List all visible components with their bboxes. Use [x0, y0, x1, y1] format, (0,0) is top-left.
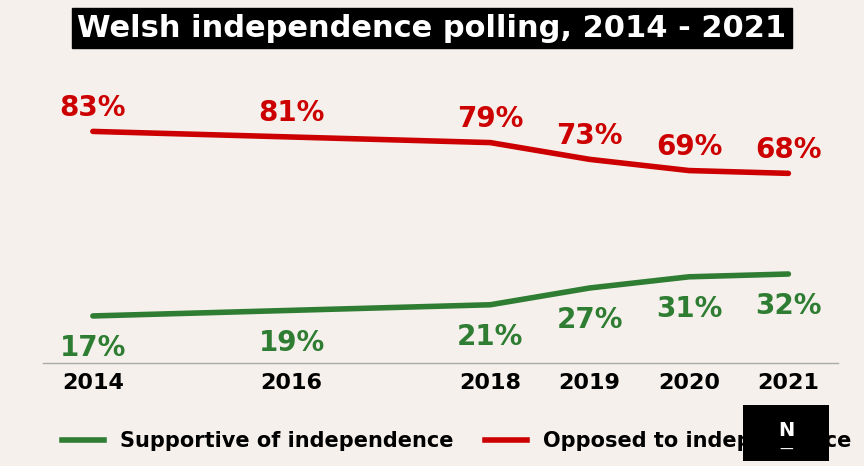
Text: 19%: 19% [258, 329, 325, 356]
Text: 27%: 27% [556, 306, 623, 334]
Text: 17%: 17% [60, 334, 126, 362]
Text: 32%: 32% [755, 292, 822, 320]
Text: N: N [778, 421, 794, 440]
Text: 21%: 21% [457, 323, 524, 351]
Text: 81%: 81% [258, 99, 325, 127]
Text: 69%: 69% [656, 133, 722, 161]
Text: 31%: 31% [656, 295, 722, 323]
Legend: Supportive of independence, Opposed to independence: Supportive of independence, Opposed to i… [54, 423, 860, 459]
Text: 68%: 68% [755, 136, 822, 164]
Text: 83%: 83% [60, 94, 126, 122]
Text: Welsh independence polling, 2014 - 2021: Welsh independence polling, 2014 - 2021 [78, 14, 786, 43]
Text: 79%: 79% [457, 105, 524, 133]
Text: 73%: 73% [556, 122, 623, 150]
Text: —: — [779, 443, 793, 457]
